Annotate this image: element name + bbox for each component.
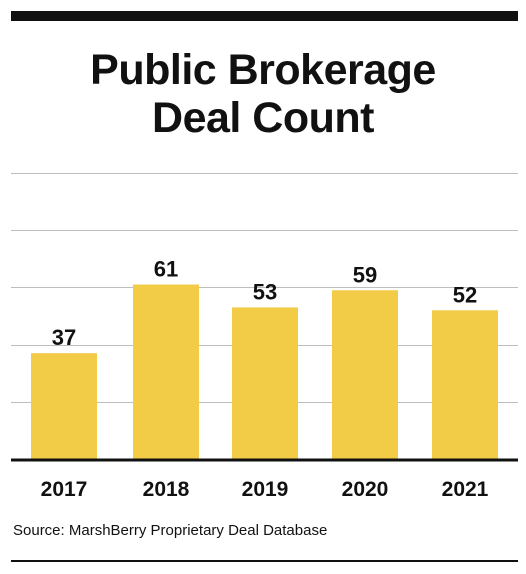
bar-value-label: 59: [353, 262, 377, 287]
bar-value-label: 52: [453, 282, 477, 307]
bar-2017: [31, 353, 97, 459]
bar-value-label: 61: [154, 257, 178, 282]
chart-title-line-2: Deal Count: [152, 94, 374, 142]
x-tick-label: 2021: [442, 478, 489, 501]
source-note: Source: MarshBerry Proprietary Deal Data…: [13, 522, 328, 539]
x-axis-tick-labels: 2017 2018 2019 2020 2021: [41, 478, 489, 501]
chart-title-line-1: Public Brokerage: [90, 46, 436, 94]
x-tick-label: 2018: [143, 478, 190, 501]
bar-value-labels: 37 61 53 59 52: [52, 257, 477, 351]
bar-2018: [133, 284, 199, 459]
x-tick-label: 2017: [41, 478, 88, 501]
bar-value-label: 37: [52, 325, 76, 350]
bar-2020: [332, 290, 398, 459]
bar-2019: [232, 307, 298, 459]
x-tick-label: 2019: [242, 478, 289, 501]
bottom-rule: [11, 560, 518, 562]
bar-2021: [432, 310, 498, 459]
bar-value-label: 53: [253, 279, 277, 304]
chart-title: Public Brokerage Deal Count: [0, 46, 526, 142]
bars: [31, 284, 498, 459]
top-rule: [11, 11, 518, 21]
x-tick-label: 2020: [342, 478, 389, 501]
